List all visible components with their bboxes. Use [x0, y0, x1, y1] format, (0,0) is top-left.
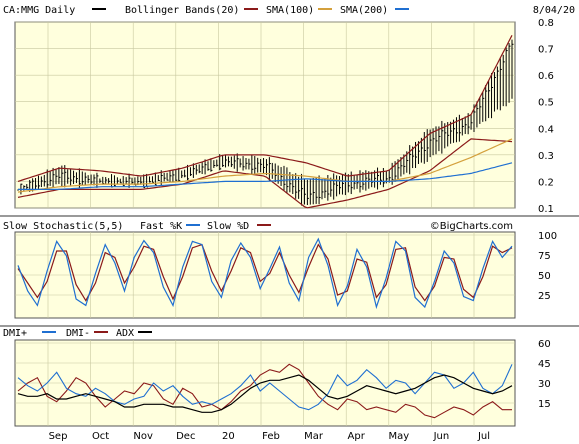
y-tick-label: 100 — [538, 231, 557, 242]
x-tick-label: Feb — [262, 431, 280, 442]
legend-slow-d: Slow %D — [207, 221, 249, 232]
symbol-label: CA:MMG Daily — [3, 5, 75, 16]
y-tick-label: 0.7 — [538, 45, 554, 56]
price-panel — [14, 21, 516, 209]
legend-bollinger: Bollinger Bands(20) — [125, 5, 239, 16]
y-tick-label: 0.6 — [538, 71, 554, 82]
y-tick-label: 45 — [538, 359, 551, 370]
y-tick-label: 25 — [538, 291, 551, 302]
stochastic-title: Slow Stochastic(5,5) — [3, 221, 123, 232]
x-tick-label: Oct — [92, 431, 109, 442]
y-tick-label: 0.5 — [538, 98, 554, 109]
x-tick-label: Mar — [304, 431, 324, 442]
sma200-line — [18, 162, 513, 190]
y-tick-label: 0.3 — [538, 151, 554, 162]
legend-dmi-minus: DMI- — [66, 328, 90, 339]
x-tick-label: Nov — [133, 431, 153, 442]
y-tick-label: 0.1 — [538, 204, 554, 215]
dmi-plus-line — [17, 364, 513, 411]
legend-sma100: SMA(100) — [266, 5, 314, 16]
x-tick-label: Apr — [348, 431, 366, 442]
y-tick-label: 0.4 — [538, 124, 554, 135]
watermark: ©BigCharts.com — [430, 221, 513, 232]
y-tick-label: 75 — [538, 251, 551, 262]
date-label: 8/04/20 — [533, 5, 575, 16]
y-tick-label: 60 — [538, 339, 551, 350]
y-tick-label: 15 — [538, 399, 551, 410]
legend-adx: ADX — [116, 328, 134, 339]
bollinger-upper-band — [17, 35, 513, 182]
y-tick-label: 50 — [538, 271, 551, 282]
x-tick-label: May — [388, 431, 409, 442]
adx-line — [17, 374, 513, 413]
legend-fast-k: Fast %K — [140, 221, 182, 232]
y-tick-label: 0.2 — [538, 177, 554, 188]
y-tick-label: 30 — [538, 379, 551, 390]
dmi-minus-line — [17, 363, 512, 419]
legend-dmi-plus: DMI+ — [3, 328, 27, 339]
y-tick-label: 0.8 — [538, 18, 554, 29]
x-tick-label: Jun — [433, 431, 450, 442]
sma100-line — [17, 138, 513, 193]
bollinger-lower-band — [17, 138, 513, 209]
x-tick-label: Sep — [49, 431, 68, 442]
legend-sma200: SMA(200) — [340, 5, 388, 16]
fast-k-line — [17, 237, 513, 310]
tick-labels: 0.8 0.7 0.6 0.5 0.4 0.3 0.2 0.1 Sep Oct Nov Dec 20 Fe… — [49, 18, 558, 442]
grid-lines — [15, 21, 515, 426]
x-tick-label: Dec — [176, 431, 195, 442]
x-tick-label: Jul — [477, 431, 490, 442]
data-series — [17, 35, 514, 419]
x-tick-label: 20 — [222, 431, 235, 442]
